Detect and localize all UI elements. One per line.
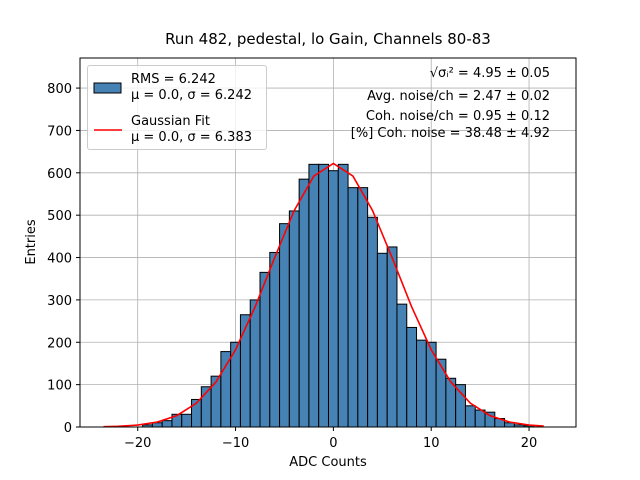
legend-label: RMS = 6.242 μ = 0.0, σ = 6.242 bbox=[131, 72, 252, 103]
bar bbox=[464, 405, 476, 428]
y-tick-label: 800 bbox=[47, 82, 72, 97]
y-tick-label: 700 bbox=[47, 124, 72, 139]
y-axis-label: Entries bbox=[24, 219, 39, 265]
legend-swatch bbox=[94, 129, 122, 131]
x-tick-label: 0 bbox=[329, 436, 337, 451]
bar bbox=[337, 163, 349, 428]
bar bbox=[386, 246, 398, 428]
legend-patch bbox=[93, 82, 122, 94]
bar bbox=[474, 409, 486, 428]
bar bbox=[220, 351, 232, 428]
bar bbox=[210, 375, 222, 428]
bar bbox=[357, 187, 369, 428]
fit-line bbox=[103, 162, 544, 428]
bar bbox=[259, 271, 271, 428]
bar bbox=[376, 252, 388, 428]
y-tick-label: 0 bbox=[64, 421, 72, 436]
x-tick-label: 20 bbox=[521, 436, 538, 451]
bar bbox=[367, 216, 378, 428]
bar bbox=[318, 163, 329, 428]
annotation: [%] Coh. noise = 38.48 ± 4.92 bbox=[350, 126, 550, 141]
legend-label: Gaussian Fit μ = 0.0, σ = 6.383 bbox=[131, 114, 252, 145]
bar bbox=[396, 303, 408, 428]
bar bbox=[239, 314, 251, 428]
y-tick-label: 200 bbox=[47, 336, 72, 351]
bar bbox=[161, 420, 173, 428]
y-tick-label: 100 bbox=[47, 379, 72, 394]
bar bbox=[249, 299, 261, 428]
x-tick-label: −20 bbox=[124, 436, 151, 451]
bar bbox=[406, 326, 418, 428]
y-tick-label: 300 bbox=[47, 294, 72, 309]
bar bbox=[279, 223, 290, 428]
legend-swatch bbox=[93, 82, 122, 94]
legend: RMS = 6.242 μ = 0.0, σ = 6.242 Gaussian F… bbox=[87, 65, 267, 150]
annotation: Coh. noise/ch = 0.95 ± 0.12 bbox=[365, 109, 550, 124]
chart-title: Run 482, pedestal, lo Gain, Channels 80-… bbox=[165, 30, 491, 48]
bar bbox=[327, 170, 339, 428]
x-tick-label: 10 bbox=[423, 436, 440, 451]
annotation: Avg. noise/ch = 2.47 ± 0.02 bbox=[367, 89, 550, 104]
bar bbox=[269, 251, 281, 428]
bar bbox=[455, 384, 466, 428]
y-tick-label: 600 bbox=[47, 167, 72, 182]
y-tick-label: 500 bbox=[47, 209, 72, 224]
bar bbox=[504, 422, 515, 428]
x-axis-label: ADC Counts bbox=[289, 455, 367, 470]
bar bbox=[347, 187, 359, 428]
bar bbox=[416, 339, 427, 428]
x-tick-label: −10 bbox=[222, 436, 249, 451]
y-tick-label: 400 bbox=[47, 252, 72, 267]
bar bbox=[484, 411, 496, 428]
bar bbox=[288, 210, 300, 428]
bar bbox=[181, 413, 193, 428]
bar bbox=[298, 178, 310, 428]
annotation: √σᵢ² = 4.95 ± 0.05 bbox=[429, 66, 550, 81]
marks bbox=[103, 162, 544, 428]
bar bbox=[435, 358, 447, 428]
axes-frame bbox=[79, 57, 577, 428]
bar bbox=[308, 163, 320, 428]
bar bbox=[151, 422, 163, 428]
